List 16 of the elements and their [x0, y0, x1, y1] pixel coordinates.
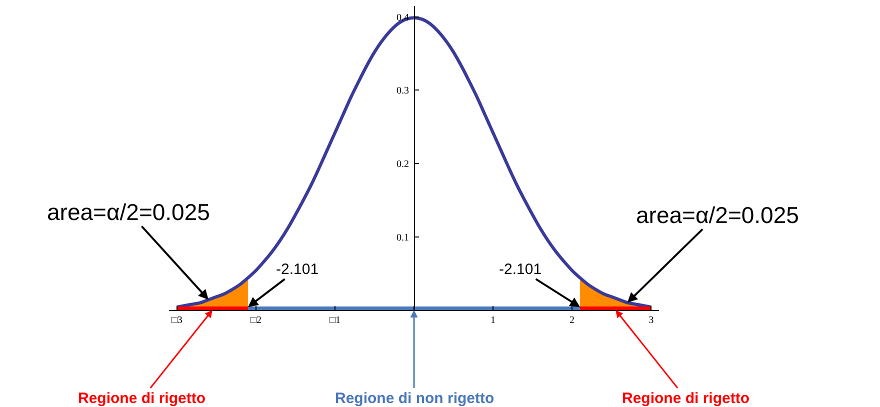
- annotation: area=α/2=0.025: [636, 202, 799, 228]
- annotation: -2.101: [499, 261, 542, 278]
- annotation: Regione di rigetto: [78, 390, 206, 407]
- x-tick-label: □2: [250, 315, 262, 326]
- annotation: Regione di non rigetto: [335, 390, 494, 407]
- y-tick-label: 0.2: [396, 158, 409, 170]
- y-tick-label: 0.1: [396, 232, 409, 244]
- annotation: area=α/2=0.025: [47, 199, 210, 225]
- x-tick-label: 3: [648, 315, 654, 326]
- x-tick-label: □3: [171, 315, 182, 326]
- annotation: -2.101: [276, 261, 319, 278]
- x-tick-label: 1: [490, 315, 496, 326]
- x-tick-label: 2: [570, 315, 575, 326]
- annotation: Regione di rigetto: [622, 390, 750, 407]
- y-tick-label: 0.3: [396, 86, 409, 97]
- x-tick-label: □1: [329, 315, 340, 326]
